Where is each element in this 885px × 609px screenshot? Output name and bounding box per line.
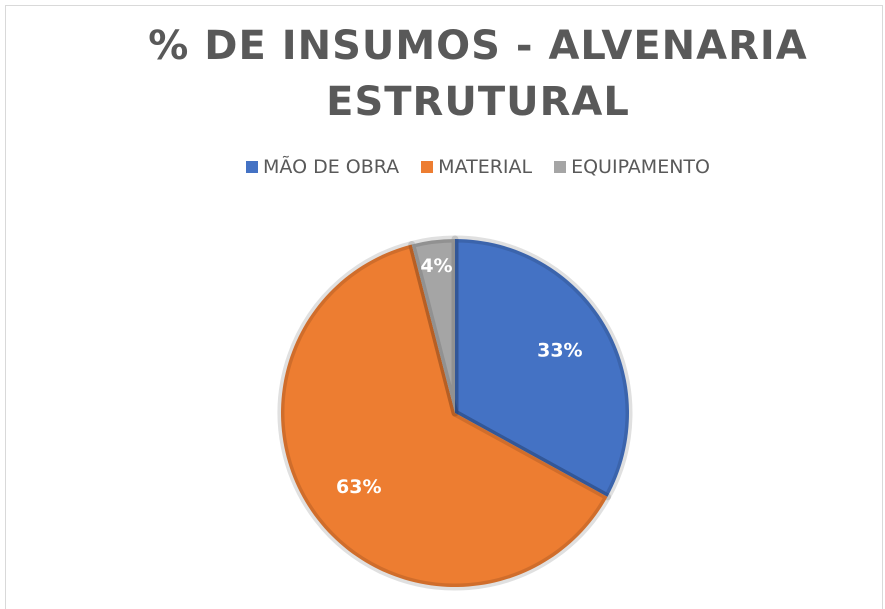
pie-slice xyxy=(451,235,633,501)
chart-title: % DE INSUMOS - ALVENARIA ESTRUTURAL xyxy=(148,23,808,125)
data-label: 4% xyxy=(420,255,452,277)
data-label: 63% xyxy=(336,476,381,498)
chart-frame xyxy=(5,5,883,609)
data-label: 33% xyxy=(537,339,582,361)
legend: MÃO DE OBRA MATERIAL EQUIPAMENTO xyxy=(0,156,885,178)
pie-slice xyxy=(277,240,611,591)
legend-swatch xyxy=(554,161,567,173)
legend-label: MATERIAL xyxy=(438,156,533,178)
legend-item: EQUIPAMENTO xyxy=(554,156,710,178)
legend-item: MÃO DE OBRA xyxy=(246,156,399,178)
legend-swatch xyxy=(246,161,259,173)
legend-label: EQUIPAMENTO xyxy=(571,156,710,178)
pie-slice xyxy=(408,235,459,417)
legend-label: MÃO DE OBRA xyxy=(263,156,400,178)
legend-swatch xyxy=(421,161,434,173)
legend-item: MATERIAL xyxy=(421,156,532,178)
